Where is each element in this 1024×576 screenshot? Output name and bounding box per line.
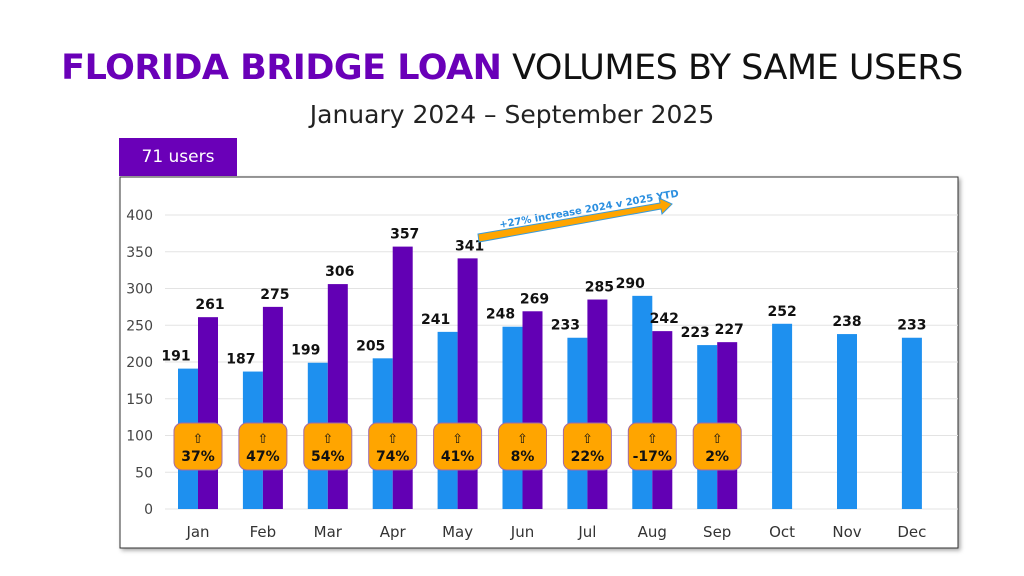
- bar-2024-label: 223: [681, 325, 710, 341]
- y-tick-label: 100: [126, 429, 153, 445]
- x-tick-label: Aug: [638, 523, 667, 541]
- bar-2024: [632, 295, 653, 509]
- change-label: 2%: [705, 449, 729, 465]
- page-title: FLORIDA BRIDGE LOAN VOLUMES BY SAME USER…: [61, 48, 963, 88]
- bar-2025-label: 357: [390, 227, 419, 243]
- bar-2024-label: 238: [832, 314, 861, 330]
- bar-2024: [772, 323, 793, 509]
- x-tick-label: Jul: [577, 523, 596, 541]
- users-tag: 71 users: [119, 138, 237, 176]
- bar-2024-label: 252: [767, 304, 796, 320]
- bar-2025: [652, 331, 673, 509]
- x-tick-label: Dec: [897, 523, 926, 541]
- change-badge: [627, 422, 677, 471]
- bar-2024: [437, 331, 458, 509]
- x-tick-label: Oct: [769, 523, 795, 541]
- bar-2024-label: 233: [551, 318, 580, 334]
- bar-2024-label: 248: [486, 307, 515, 323]
- x-tick-label: Feb: [250, 523, 277, 541]
- bar-2025: [522, 311, 543, 509]
- change-badge: [562, 422, 612, 471]
- change-badge: [498, 422, 547, 471]
- x-tick-label: Jan: [185, 523, 209, 541]
- up-arrow-icon: ⇧: [387, 432, 398, 447]
- change-label: 8%: [511, 449, 535, 465]
- y-tick-label: 250: [126, 318, 153, 334]
- change-label: -17%: [633, 449, 672, 465]
- bar-2025-label: 261: [195, 297, 224, 313]
- change-label: 22%: [571, 449, 605, 465]
- change-badge: [368, 422, 418, 471]
- bar-2025: [198, 317, 218, 509]
- bar-2024-label: 233: [897, 318, 926, 334]
- bar-2025-label: 227: [715, 322, 744, 338]
- bar-2025-label: 269: [520, 291, 549, 307]
- bar-2025-label: 285: [585, 280, 614, 296]
- change-label: 47%: [246, 449, 280, 465]
- bar-2024-label: 241: [421, 312, 450, 328]
- up-arrow-icon: ⇧: [322, 432, 333, 447]
- bar-2025-label: 306: [325, 264, 354, 280]
- up-arrow-icon: ⇧: [647, 432, 658, 447]
- trend-arrow-icon: [477, 197, 673, 243]
- y-tick-label: 400: [126, 208, 153, 224]
- bar-2025: [457, 258, 478, 509]
- change-badge: [303, 422, 353, 471]
- bar-2025: [587, 299, 608, 509]
- y-tick-label: 150: [126, 392, 153, 408]
- change-label: 54%: [311, 449, 345, 465]
- up-arrow-icon: ⇧: [712, 432, 723, 447]
- bar-2025: [327, 284, 348, 509]
- page-subtitle: January 2024 – September 2025: [309, 100, 715, 129]
- bar-2025-label: 275: [260, 287, 289, 303]
- up-arrow-icon: ⇧: [452, 432, 463, 447]
- x-tick-label: May: [442, 523, 473, 541]
- change-label: 37%: [181, 449, 215, 465]
- x-tick-label: Jun: [510, 523, 534, 541]
- bar-2024-label: 205: [356, 338, 385, 354]
- y-tick-label: 50: [135, 465, 153, 481]
- bar-2025-label: 341: [455, 238, 484, 254]
- up-arrow-icon: ⇧: [582, 432, 593, 447]
- bar-2024-label: 290: [616, 276, 645, 292]
- change-badge: [433, 422, 483, 471]
- y-tick-label: 0: [144, 502, 153, 518]
- x-tick-label: Mar: [314, 523, 343, 541]
- change-badge: [692, 422, 742, 471]
- bar-2024: [837, 334, 857, 509]
- x-tick-label: Sep: [703, 523, 731, 541]
- change-label: 41%: [441, 449, 475, 465]
- change-badge: [173, 422, 223, 471]
- y-tick-label: 350: [126, 245, 153, 261]
- bar-2025-label: 242: [650, 311, 679, 327]
- bar-2024: [502, 326, 523, 509]
- bar-2024-label: 187: [226, 352, 255, 368]
- y-tick-label: 300: [126, 282, 153, 298]
- change-badge: [238, 422, 288, 471]
- bar-2024-label: 191: [161, 349, 190, 365]
- bar-2024: [901, 337, 922, 509]
- change-label: 74%: [376, 449, 410, 465]
- bar-2024-label: 199: [291, 343, 320, 359]
- bar-2025: [262, 306, 283, 509]
- x-tick-label: Apr: [380, 523, 407, 541]
- y-tick-label: 200: [126, 355, 153, 371]
- x-tick-label: Nov: [832, 523, 861, 541]
- up-arrow-icon: ⇧: [257, 432, 268, 447]
- up-arrow-icon: ⇧: [517, 432, 528, 447]
- up-arrow-icon: ⇧: [193, 432, 204, 447]
